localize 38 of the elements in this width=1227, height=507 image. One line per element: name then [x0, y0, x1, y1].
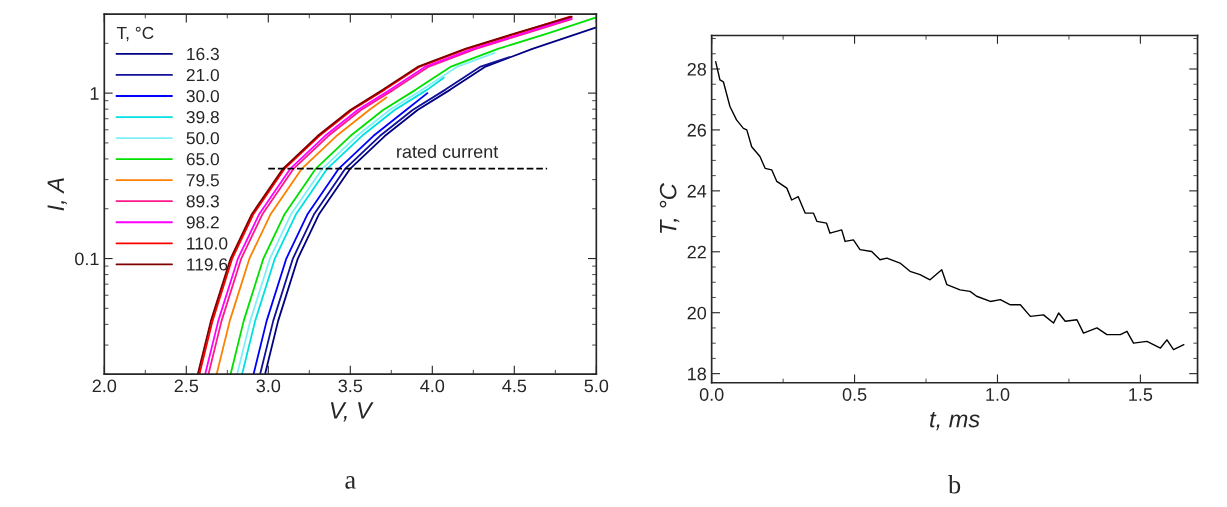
legend-label: 65.0 — [186, 153, 219, 166]
legend-label: 16.3 — [187, 47, 219, 61]
y-tick-label: 28 — [687, 62, 707, 76]
x-tick-label: 2.0 — [92, 379, 117, 393]
x-tick-label: 3.5 — [338, 379, 363, 393]
x-tick-label: 5.0 — [584, 379, 609, 393]
x-tick-label: 2.5 — [174, 379, 199, 393]
x-tick-label: 4.5 — [502, 379, 527, 393]
x-tick-label: 3.0 — [256, 379, 281, 393]
text: b — [948, 475, 961, 494]
legend-label: 79.5 — [186, 174, 219, 187]
y-tick-label: 0.1 — [75, 252, 99, 266]
x-axis-title: V, V — [330, 402, 374, 422]
y-tick-label: 22 — [687, 245, 706, 259]
y-axis-title: T, °C — [659, 183, 680, 233]
legend-label: 89.3 — [186, 195, 219, 208]
y-tick-label: 1 — [90, 87, 99, 100]
legend-label: 30.0 — [186, 89, 219, 103]
x-tick-label: 1.0 — [986, 388, 1010, 401]
x-tick-label: 1.5 — [1129, 388, 1153, 401]
y-axis-title: I, A — [47, 178, 67, 211]
legend-label: 98.2 — [186, 216, 219, 229]
legend-label: 119.6 — [187, 258, 228, 271]
x-tick-label: 0.0 — [699, 388, 724, 401]
legend-label: 50.0 — [186, 132, 219, 145]
y-tick-label: 26 — [687, 123, 707, 137]
text: a — [345, 476, 356, 489]
legend-title: T, °C — [116, 26, 154, 42]
y-tick-label: 20 — [687, 306, 707, 320]
x-tick-label: 4.0 — [420, 379, 445, 393]
annotation: rated current — [397, 144, 499, 159]
x-tick-label: 0.5 — [842, 388, 867, 401]
y-tick-label: 24 — [687, 184, 707, 198]
x-axis-title: t, ms — [930, 411, 980, 431]
y-tick-label: 18 — [688, 367, 707, 381]
legend-label: 110.0 — [187, 237, 228, 250]
legend-label: 21.0 — [186, 68, 219, 82]
legend-label: 39.8 — [186, 110, 219, 124]
